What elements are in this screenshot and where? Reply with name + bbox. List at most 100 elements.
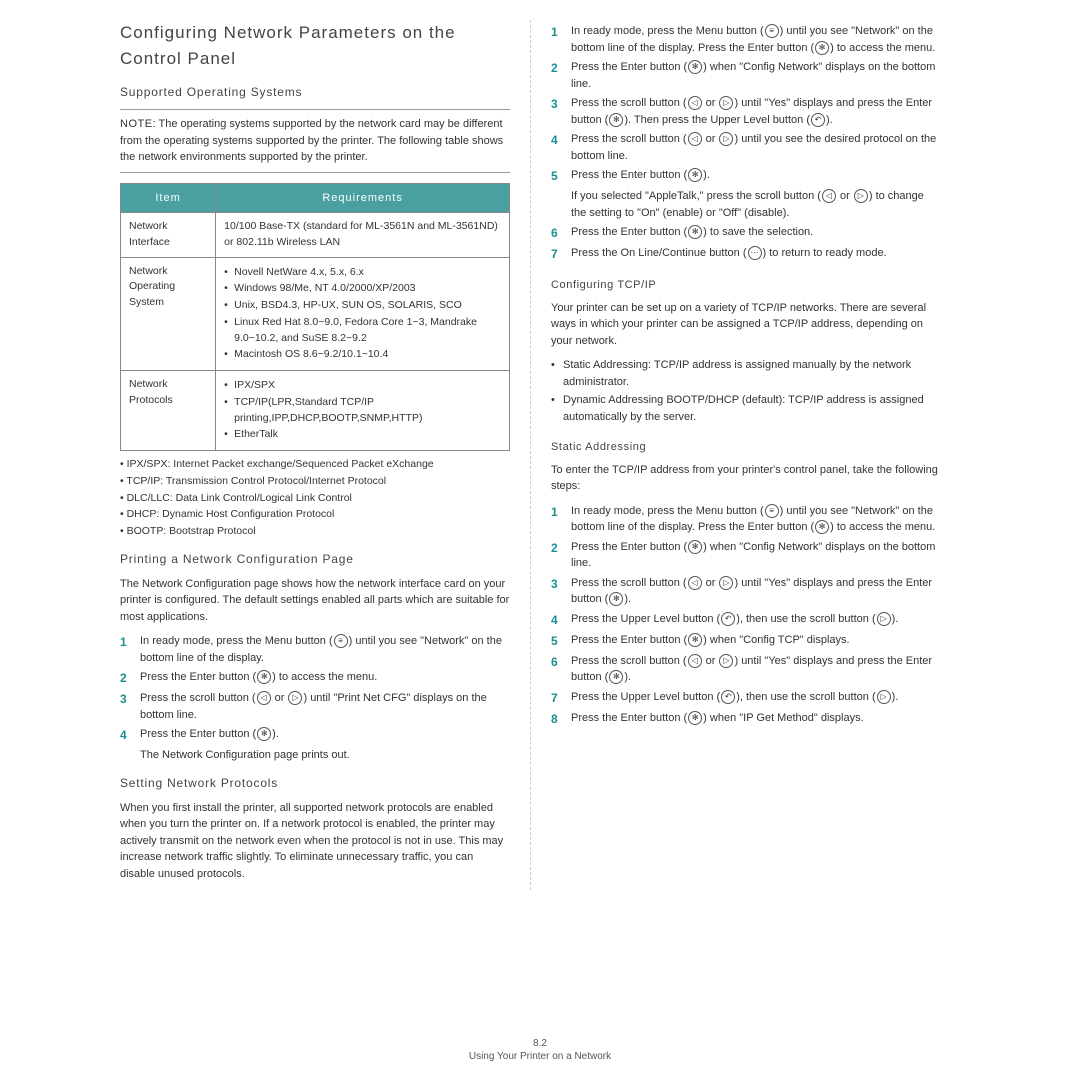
step-number: 4	[551, 131, 571, 149]
right-icon: ▷	[719, 132, 733, 146]
step: 1In ready mode, press the Menu button (≡…	[551, 23, 940, 56]
left-icon: ◁	[688, 654, 702, 668]
button-icon: ▷	[288, 691, 302, 705]
note-label: NOTE	[120, 118, 153, 130]
button-icon: ✻	[257, 727, 271, 741]
button-icon: ≡	[334, 634, 348, 648]
enter-icon: ✻	[688, 711, 702, 725]
step: 6Press the Enter button (✻) to save the …	[551, 224, 940, 242]
step: 4Press the Enter button (✻).	[120, 726, 510, 744]
footer: 8.2 Using Your Printer on a Network	[0, 1038, 1080, 1062]
appletalk-note: If you selected "AppleTalk," press the s…	[571, 188, 940, 221]
bullet: Static Addressing: TCP/IP address is ass…	[551, 357, 940, 390]
step-text: Press the scroll button (◁ or ▷) until "…	[571, 575, 940, 608]
up-icon: ↶	[721, 690, 735, 704]
step: 3Press the scroll button (◁ or ▷) until …	[120, 690, 510, 723]
step-text: Press the Enter button (✻) to save the s…	[571, 224, 940, 241]
page-title: Configuring Network Parameters on the Co…	[120, 20, 510, 71]
list-item: Macintosh OS 8.6~9.2/10.1~10.4	[224, 347, 501, 363]
step: 7Press the Upper Level button (↶), then …	[551, 689, 940, 707]
step: 3Press the scroll button (◁ or ▷) until …	[551, 575, 940, 608]
step-number: 2	[120, 669, 140, 687]
step: 1In ready mode, press the Menu button (≡…	[120, 633, 510, 666]
print-output: The Network Configuration page prints ou…	[140, 747, 510, 764]
def-line: • DHCP: Dynamic Host Configuration Proto…	[120, 507, 510, 523]
right-icon: ▷	[877, 690, 891, 704]
requirements-table: ItemRequirements Network Interface10/100…	[120, 183, 510, 452]
enter-icon: ✻	[815, 520, 829, 534]
print-steps: 1In ready mode, press the Menu button (≡…	[120, 633, 510, 744]
enter-icon: ✻	[688, 540, 702, 554]
proto-heading: Setting Network Protocols	[120, 774, 510, 792]
step-text: Press the On Line/Continue button (⋯) to…	[571, 245, 940, 262]
step-text: In ready mode, press the Menu button (≡)…	[571, 23, 940, 56]
left-icon: ◁	[688, 132, 702, 146]
button-icon: ✻	[257, 670, 271, 684]
step-text: Press the scroll button (◁ or ▷) until y…	[571, 131, 940, 164]
tcp-heading: Configuring TCP/IP	[551, 277, 940, 294]
table-row: Network ProtocolsIPX/SPXTCP/IP(LPR,Stand…	[121, 371, 510, 451]
def-line: • IPX/SPX: Internet Packet exchange/Sequ…	[120, 457, 510, 473]
step: 2Press the Enter button (✻) when "Config…	[551, 59, 940, 92]
enter-icon: ✻	[688, 633, 702, 647]
step-text: Press the Upper Level button (↶), then u…	[571, 611, 940, 628]
static-para: To enter the TCP/IP address from your pr…	[551, 462, 940, 495]
table-row: Network Interface10/100 Base-TX (standar…	[121, 213, 510, 258]
cell: IPX/SPXTCP/IP(LPR,Standard TCP/IP printi…	[216, 371, 510, 451]
list-item: TCP/IP(LPR,Standard TCP/IP printing,IPP,…	[224, 395, 501, 427]
step-text: Press the Enter button (✻).	[140, 726, 510, 743]
list-item: IPX/SPX	[224, 378, 501, 394]
cell: 10/100 Base-TX (standard for ML-3561N an…	[216, 213, 510, 258]
step: 5Press the Enter button (✻).	[551, 167, 940, 185]
step-text: Press the Enter button (✻) when "IP Get …	[571, 710, 940, 727]
step-number: 4	[551, 611, 571, 629]
enter-icon: ✻	[815, 41, 829, 55]
step-number: 2	[551, 59, 571, 77]
online-icon: ⋯	[748, 246, 762, 260]
protocol-defs: • IPX/SPX: Internet Packet exchange/Sequ…	[120, 457, 510, 540]
step-number: 2	[551, 539, 571, 557]
list-item: Windows 98/Me, NT 4.0/2000/XP/2003	[224, 281, 501, 297]
button-icon: ◁	[257, 691, 271, 705]
enter-icon: ✻	[609, 113, 623, 127]
footer-text: Using Your Printer on a Network	[0, 1051, 1080, 1062]
step-text: Press the Upper Level button (↶), then u…	[571, 689, 940, 706]
divider	[120, 109, 510, 110]
right-icon: ▷	[719, 96, 733, 110]
step-text: Press the Enter button (✻) when "Config …	[571, 632, 940, 649]
left-icon: ◁	[688, 576, 702, 590]
def-line: • DLC/LLC: Data Link Control/Logical Lin…	[120, 491, 510, 507]
step-number: 7	[551, 689, 571, 707]
th-item: Item	[121, 183, 216, 213]
step-text: Press the Enter button (✻) when "Config …	[571, 59, 940, 92]
enter-icon: ✻	[688, 225, 702, 239]
step: 1In ready mode, press the Menu button (≡…	[551, 503, 940, 536]
page-number: 8.2	[0, 1038, 1080, 1049]
th-req: Requirements	[216, 183, 510, 213]
def-line: • BOOTP: Bootstrap Protocol	[120, 524, 510, 540]
up-icon: ↶	[811, 113, 825, 127]
menu-icon: ≡	[765, 24, 779, 38]
left-icon: ◁	[688, 96, 702, 110]
step-number: 7	[551, 245, 571, 263]
divider	[120, 172, 510, 173]
note: NOTE: The operating systems supported by…	[120, 116, 510, 166]
enter-icon: ✻	[609, 670, 623, 684]
os-heading: Supported Operating Systems	[120, 83, 510, 101]
step-number: 3	[120, 690, 140, 708]
step-number: 3	[551, 575, 571, 593]
cell: Novell NetWare 4.x, 5.x, 6.xWindows 98/M…	[216, 257, 510, 371]
cell: Network Operating System	[121, 257, 216, 371]
right-icon: ▷	[719, 576, 733, 590]
step-number: 1	[120, 633, 140, 651]
static-steps: 1In ready mode, press the Menu button (≡…	[551, 503, 940, 728]
enter-icon: ✻	[609, 592, 623, 606]
up-icon: ↶	[721, 612, 735, 626]
step-number: 6	[551, 653, 571, 671]
cell: Network Protocols	[121, 371, 216, 451]
right-icon: ▷	[877, 612, 891, 626]
def-line: • TCP/IP: Transmission Control Protocol/…	[120, 474, 510, 490]
list-item: Novell NetWare 4.x, 5.x, 6.x	[224, 265, 501, 281]
step-number: 1	[551, 503, 571, 521]
enter-icon: ✻	[688, 60, 702, 74]
